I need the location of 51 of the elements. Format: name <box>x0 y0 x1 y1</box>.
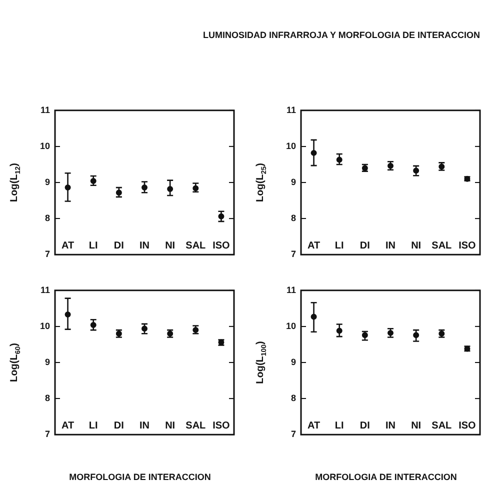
x-tick-label: SAL <box>432 420 452 432</box>
x-tick-label: LI <box>334 240 344 252</box>
x-tick-label: DI <box>114 240 124 252</box>
y-tick-label: 9 <box>44 356 50 367</box>
x-tick-label: DI <box>360 240 370 252</box>
x-tick-label: ISO <box>458 420 476 432</box>
y-tick-label: 10 <box>286 320 296 331</box>
y-tick-label: 9 <box>290 176 296 187</box>
x-tick-label: AT <box>308 420 320 432</box>
x-axis-title: MORFOLOGIA DE INTERACCION <box>68 472 212 482</box>
y-tick-label: 7 <box>44 429 50 440</box>
x-tick-label: ISO <box>212 240 230 252</box>
x-tick-label: AT <box>308 240 320 252</box>
x-tick-label: SAL <box>186 240 206 252</box>
y-tick-label: 11 <box>40 104 50 115</box>
x-tick-label: IN <box>140 240 150 252</box>
x-tick-label: AT <box>62 240 74 252</box>
x-tick-label: ISO <box>458 240 476 252</box>
x-tick-label: SAL <box>186 420 206 432</box>
x-tick-label: LI <box>88 420 98 432</box>
x-axis-title: MORFOLOGIA DE INTERACCION <box>314 472 458 482</box>
x-tick-label: IN <box>386 420 396 432</box>
y-tick-label: 11 <box>40 284 50 295</box>
x-tick-label: DI <box>114 420 124 432</box>
y-tick-label: 8 <box>44 213 50 224</box>
x-tick-label: ISO <box>212 420 230 432</box>
y-tick-label: 8 <box>290 393 296 404</box>
x-tick-label: IN <box>140 420 150 432</box>
y-tick-label: 8 <box>290 213 296 224</box>
y-tick-label: 10 <box>286 140 296 151</box>
x-tick-label: AT <box>62 420 74 432</box>
y-tick-label: 9 <box>290 356 296 367</box>
x-tick-label: IN <box>386 240 396 252</box>
x-tick-label: NI <box>411 240 422 252</box>
x-tick-label: DI <box>360 420 370 432</box>
x-tick-label: NI <box>411 420 422 432</box>
y-tick-label: 8 <box>44 393 50 404</box>
y-tick-label: 10 <box>40 140 50 151</box>
y-tick-label: 11 <box>286 104 296 115</box>
y-tick-label: 10 <box>40 320 50 331</box>
x-tick-label: NI <box>165 240 176 252</box>
x-tick-label: LI <box>88 240 98 252</box>
x-tick-label: LI <box>334 420 344 432</box>
y-tick-label: 7 <box>290 249 296 260</box>
y-tick-label: 7 <box>290 429 296 440</box>
x-tick-label: SAL <box>432 240 452 252</box>
y-tick-label: 11 <box>286 284 296 295</box>
x-tick-label: NI <box>165 420 176 432</box>
chart-title: LUMINOSIDAD INFRARROJA Y MORFOLOGIA DE INTERACCION <box>202 30 480 40</box>
y-tick-label: 9 <box>44 176 50 187</box>
y-tick-label: 7 <box>44 249 50 260</box>
